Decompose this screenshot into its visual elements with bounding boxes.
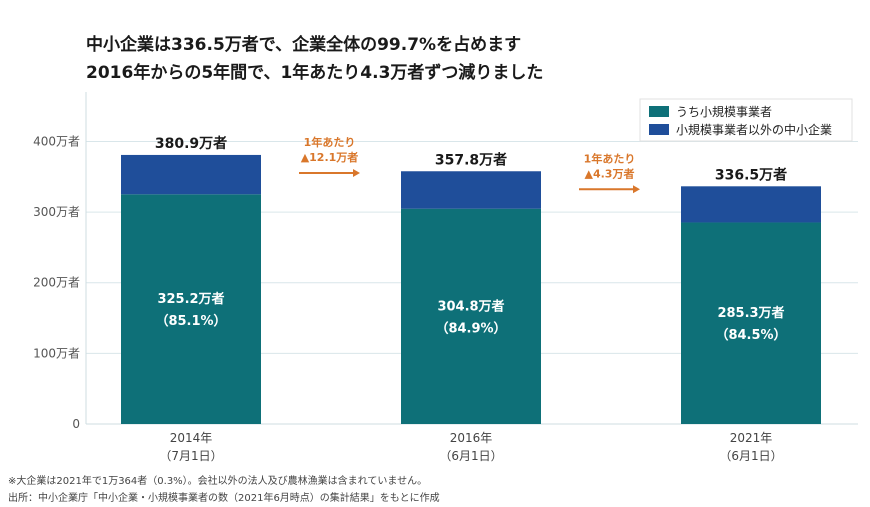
bar-total-label: 380.9万者 (155, 136, 227, 152)
title-line-1: 中小企業は336.5万者で、企業全体の99.7%を占めます (86, 35, 522, 55)
bar-segment-small-business (121, 194, 261, 424)
bar-inner-share-label: （84.5%） (715, 327, 786, 343)
bar-inner-value-label: 285.3万者 (717, 305, 784, 321)
title-line-2: 2016年からの5年間で、1年あたり4.3万者ずつ減りました (86, 63, 544, 83)
legend-box (639, 98, 853, 142)
x-tick-sublabel: （6月1日） (439, 449, 502, 463)
bar-segment-small-business (681, 222, 821, 424)
x-tick-sublabel: （6月1日） (719, 449, 782, 463)
annotation-arrow-head (633, 185, 640, 194)
bar-total-label: 336.5万者 (715, 167, 787, 183)
y-tick-label: 400万者 (33, 134, 80, 148)
bar-inner-share-label: （84.9%） (435, 320, 506, 336)
x-tick-sublabel: （7月1日） (159, 449, 222, 463)
x-tick-label: 2016年 (450, 431, 493, 445)
bar-segment-small-business (401, 208, 541, 424)
chart-title: 中小企業は336.5万者で、企業全体の99.7%を占めます 2016年からの5年… (86, 31, 543, 87)
y-tick-label: 0 (72, 417, 80, 431)
bar-segment-other-sme (121, 154, 261, 195)
legend-swatch (649, 106, 669, 117)
bar-segment-other-sme (401, 171, 541, 209)
bar-inner-value-label: 325.2万者 (157, 291, 224, 307)
footnote-large-enterprises: ※大企業は2021年で1万364者（0.3%）。会社以外の法人及び農林漁業は含ま… (8, 476, 428, 487)
bar-total-label: 357.8万者 (435, 152, 507, 168)
footnote-source: 出所：中小企業庁「中小企業・小規模事業者の数（2021年6月時点）の集計結果」を… (8, 493, 440, 504)
x-tick-label: 2021年 (730, 431, 773, 445)
bar-segment-other-sme (681, 186, 821, 223)
y-tick-label: 100万者 (33, 346, 80, 360)
annotation-arrow-head (353, 168, 360, 177)
y-tick-label: 300万者 (33, 205, 80, 219)
bar-inner-value-label: 304.8万者 (437, 298, 504, 314)
y-tick-label: 200万者 (33, 276, 80, 290)
legend-swatch (649, 124, 669, 135)
annotation-line-1: 1年あたり (584, 151, 636, 165)
x-tick-label: 2014年 (170, 431, 213, 445)
annotation-line-2: ▲4.3万者 (585, 166, 635, 180)
annotation-line-1: 1年あたり (304, 135, 356, 149)
legend-label: 小規模事業者以外の中小企業 (676, 122, 832, 137)
annotation-line-2: ▲12.1万者 (301, 150, 359, 164)
bar-inner-share-label: （85.1%） (155, 313, 226, 329)
legend-label: うち小規模事業者 (676, 104, 772, 119)
